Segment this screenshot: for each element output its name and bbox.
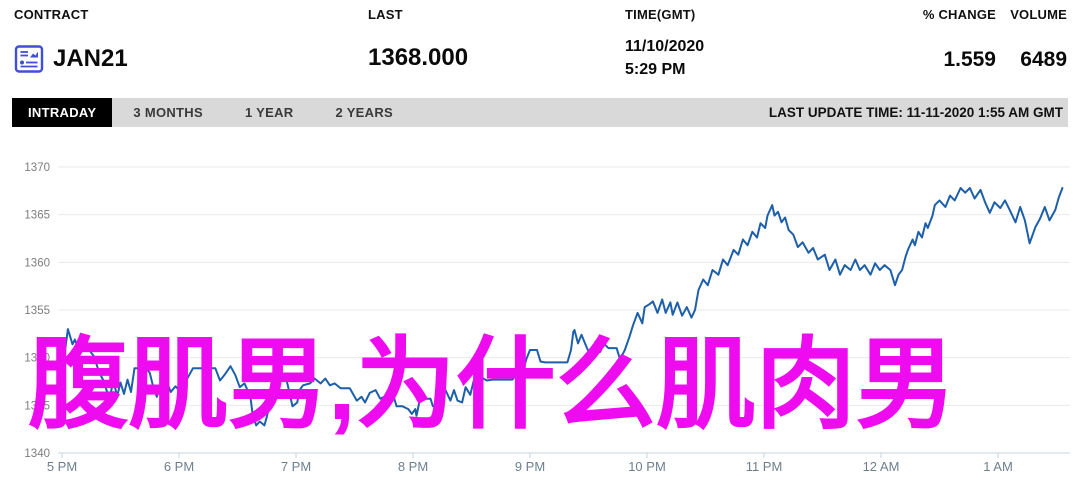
time-clock-value: 5:29 PM xyxy=(625,61,686,78)
y-axis-tick-label: 1370 xyxy=(24,162,50,174)
x-axis-tick-label: 11 PM xyxy=(746,459,783,474)
contract-document-icon xyxy=(14,44,44,74)
y-axis-tick-label: 1345 xyxy=(24,400,50,412)
change-column: % CHANGE 1.559 xyxy=(923,7,996,72)
time-label: TIME(GMT) xyxy=(625,7,696,22)
last-label: LAST xyxy=(368,7,403,22)
time-date-value: 11/10/2020 xyxy=(625,38,705,55)
last-column: LAST 1368.000 xyxy=(368,7,468,72)
y-axis-tick-label: 1365 xyxy=(24,210,50,222)
contract-value: JAN21 xyxy=(53,45,128,72)
x-axis-tick-label: 6 PM xyxy=(164,459,194,474)
price-line-series xyxy=(61,187,1064,427)
price-chart[interactable]: 1340 1345 1350 1355 1360 1365 1370 5 PM 6 PM 7 PM… xyxy=(0,135,1080,482)
last-value: 1368.000 xyxy=(368,44,469,71)
volume-label: VOLUME xyxy=(1010,7,1067,22)
y-axis-tick-label: 1340 xyxy=(24,448,50,460)
contract-label: CONTRACT xyxy=(14,7,89,22)
x-axis-tick-label: 9 PM xyxy=(515,459,545,474)
time-column: TIME(GMT) 11/10/2020 5:29 PM xyxy=(625,7,704,81)
watermark-text: 腹肌男,为什么肌肉男 xyxy=(28,329,956,441)
contract-column: CONTRACT JAN21 xyxy=(14,7,128,74)
x-axis-tick-label: 7 PM xyxy=(281,459,311,474)
y-axis-tick-label: 1355 xyxy=(24,305,50,317)
x-axis-tick-label: 1 AM xyxy=(983,459,1013,474)
range-tabs: INTRADAY 3 MONTHS 1 YEAR 2 YEARS LAST UP… xyxy=(12,98,1068,127)
volume-column: VOLUME 6489 xyxy=(1010,7,1067,72)
x-axis-tick-label: 10 PM xyxy=(628,459,666,474)
price-chart-canvas[interactable]: 1340 1345 1350 1355 1360 1365 1370 5 PM 6 PM 7 PM… xyxy=(0,135,1080,482)
x-axis-tick-label: 5 PM xyxy=(47,459,77,474)
y-axis-tick-label: 1360 xyxy=(24,257,50,269)
change-label: % CHANGE xyxy=(922,7,996,22)
x-axis-tick-label: 12 AM xyxy=(863,459,900,474)
change-value: 1.559 xyxy=(943,48,996,71)
volume-value: 6489 xyxy=(1020,48,1067,71)
y-axis-tick-label: 1350 xyxy=(24,353,50,365)
tab-3-months[interactable]: 3 MONTHS xyxy=(133,105,203,120)
quote-header: CONTRACT JAN21 LAST 1368 xyxy=(0,0,1080,95)
last-update-time: LAST UPDATE TIME: 11-11-2020 1:55 AM GMT xyxy=(768,105,1063,120)
tab-intraday[interactable]: INTRADAY xyxy=(12,98,113,127)
tab-1-year[interactable]: 1 YEAR xyxy=(244,105,294,120)
x-axis-tick-label: 8 PM xyxy=(398,459,428,474)
tab-2-years[interactable]: 2 YEARS xyxy=(335,105,393,120)
